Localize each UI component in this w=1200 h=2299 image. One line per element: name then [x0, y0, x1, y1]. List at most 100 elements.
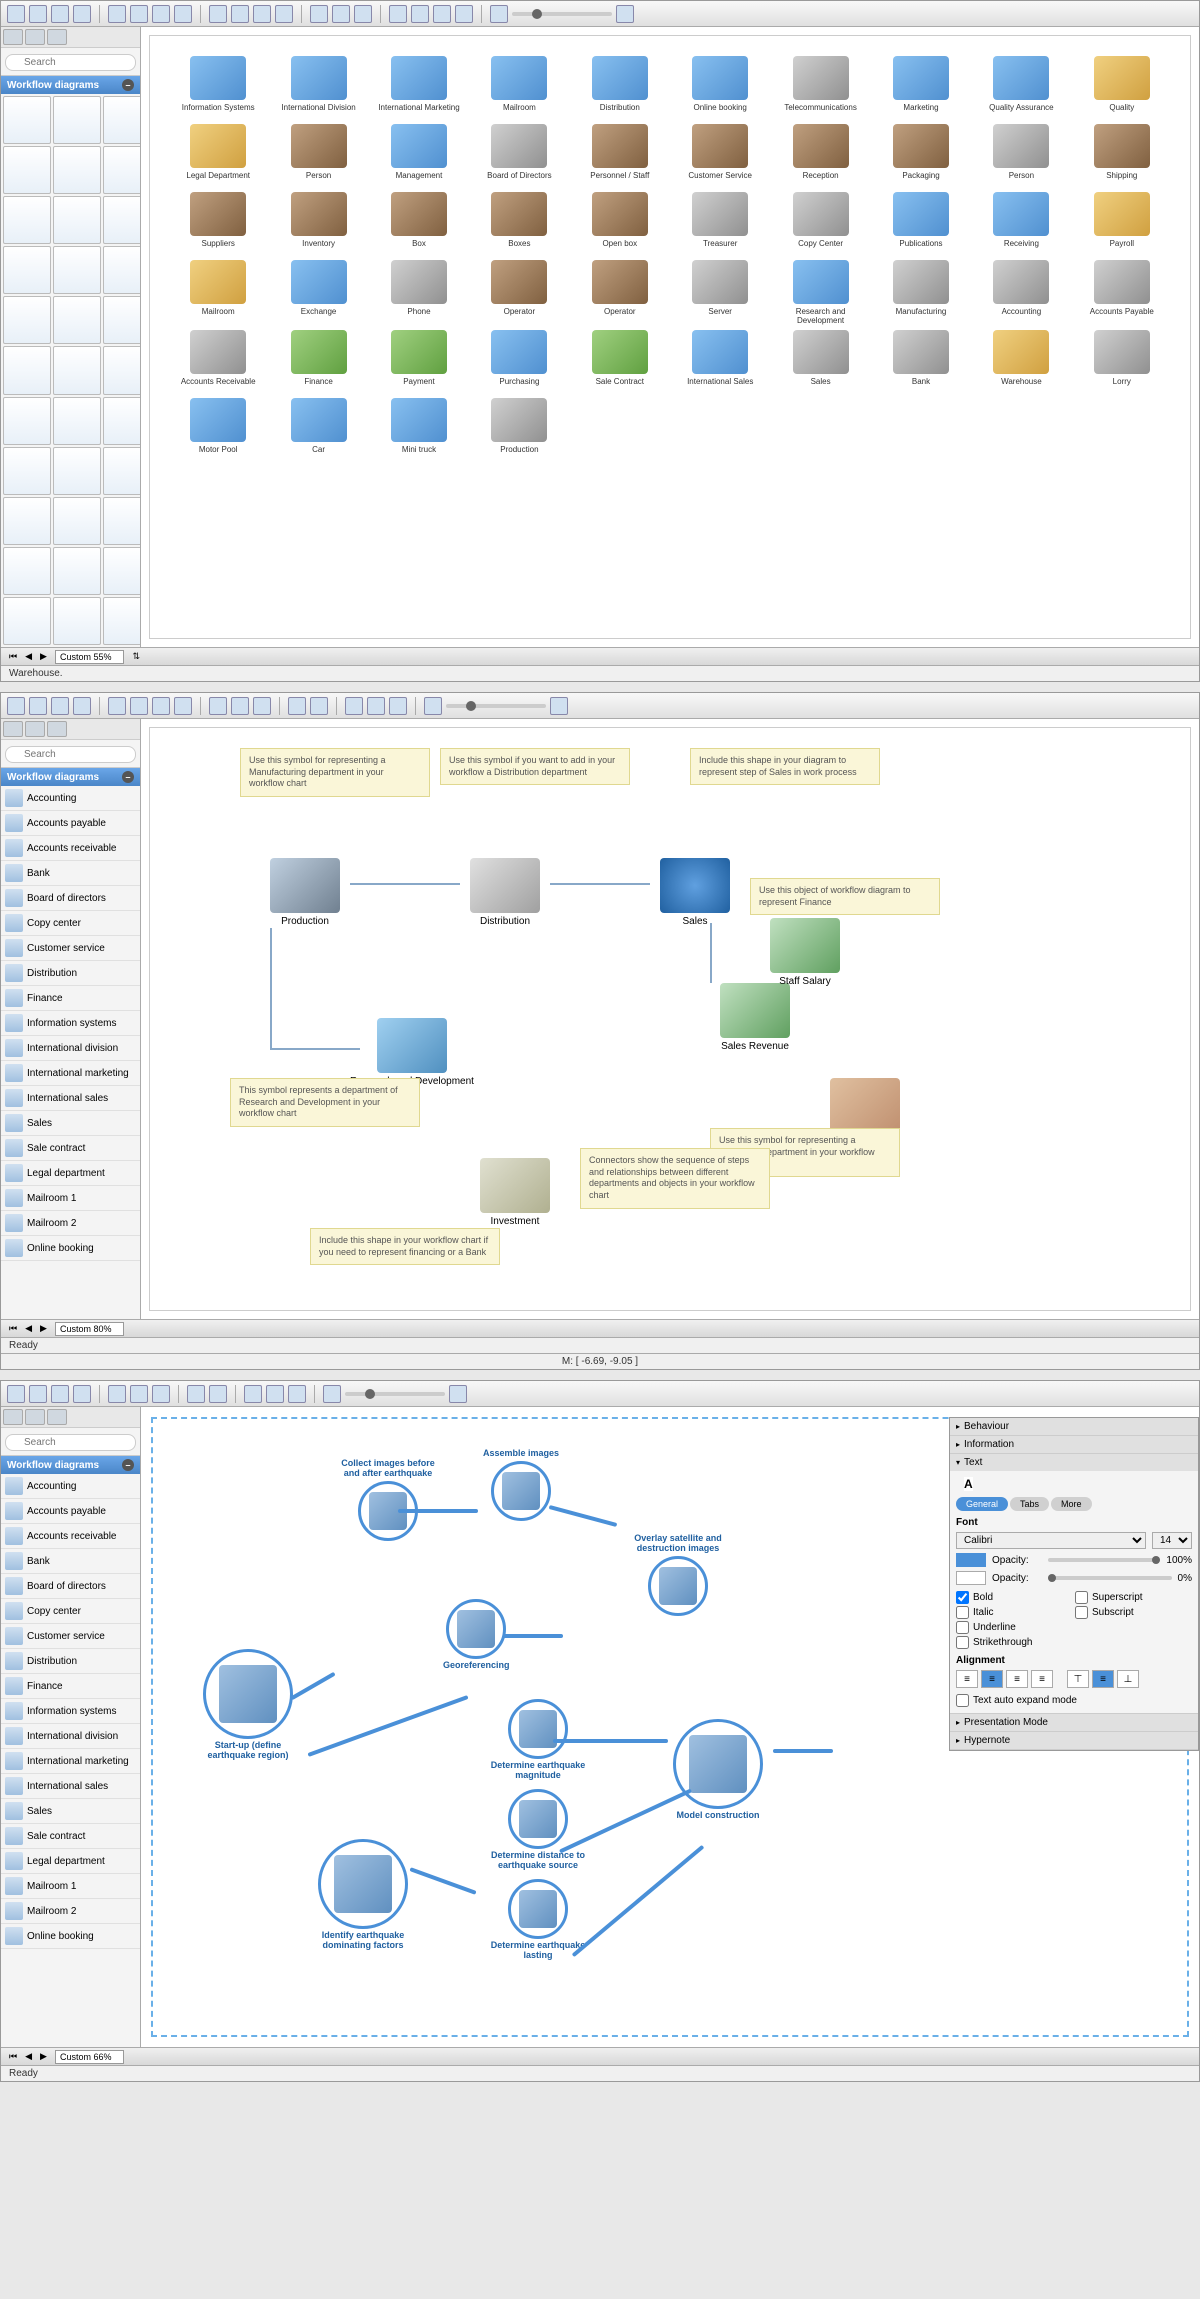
view-list-icon[interactable] — [3, 1409, 23, 1425]
eq-node-dist[interactable]: Determine distance to earthquake source — [483, 1789, 593, 1871]
workflow-node-rd[interactable]: Research and Development — [350, 1018, 474, 1087]
section-behaviour[interactable]: Behaviour — [950, 1418, 1198, 1435]
sidebar-item[interactable]: Information systems — [1, 1699, 140, 1724]
tool-zoom[interactable] — [389, 5, 407, 23]
sidebar-item[interactable]: Bank — [1, 861, 140, 886]
shape-thumb[interactable] — [103, 96, 140, 144]
superscript-checkbox[interactable] — [1075, 1591, 1088, 1604]
tool-connector[interactable] — [108, 1385, 126, 1403]
shape-thumb[interactable] — [3, 547, 51, 595]
library-icon[interactable]: Motor Pool — [170, 398, 266, 462]
shape-thumb[interactable] — [3, 447, 51, 495]
shape-thumb[interactable] — [53, 146, 101, 194]
strikethrough-checkbox[interactable] — [956, 1636, 969, 1649]
zoom-out-icon[interactable] — [490, 5, 508, 23]
tool-pan[interactable] — [367, 697, 385, 715]
library-icon[interactable]: Packaging — [873, 124, 969, 188]
shape-thumb[interactable] — [3, 397, 51, 445]
sidebar-item[interactable]: Accounts payable — [1, 1499, 140, 1524]
shape-thumb[interactable] — [53, 597, 101, 645]
tool-pan[interactable] — [266, 1385, 284, 1403]
library-icon[interactable]: Manufacturing — [873, 260, 969, 324]
search-input[interactable] — [5, 746, 136, 763]
view-tree-icon[interactable] — [47, 1409, 67, 1425]
sidebar-item[interactable]: Sale contract — [1, 1824, 140, 1849]
library-icon[interactable]: Suppliers — [170, 192, 266, 256]
zoom-in-icon[interactable] — [616, 5, 634, 23]
valign-middle-button[interactable]: ≡ — [1092, 1670, 1114, 1688]
workflow-node-prod[interactable]: Production — [270, 858, 340, 927]
align-justify-button[interactable]: ≡ — [1031, 1670, 1053, 1688]
shape-thumb[interactable] — [103, 196, 140, 244]
tool-rect[interactable] — [29, 5, 47, 23]
zoom-in-icon[interactable] — [449, 1385, 467, 1403]
tool-pan[interactable] — [411, 5, 429, 23]
nav-prev-icon[interactable]: ◀ — [25, 2051, 32, 2062]
sidebar-item[interactable]: Sales — [1, 1799, 140, 1824]
library-icon[interactable]: Mailroom — [471, 56, 567, 120]
library-icon[interactable]: Publications — [873, 192, 969, 256]
library-icon[interactable]: Mailroom — [170, 260, 266, 324]
library-icon[interactable]: Accounts Receivable — [170, 330, 266, 394]
eq-node-overlay[interactable]: Overlay satellite and destruction images — [623, 1534, 733, 1616]
tool-hand[interactable] — [288, 1385, 306, 1403]
tool-arrow3[interactable] — [253, 5, 271, 23]
sidebar-item[interactable]: International marketing — [1, 1061, 140, 1086]
sidebar-item[interactable]: Mailroom 2 — [1, 1211, 140, 1236]
tool-zoom[interactable] — [244, 1385, 262, 1403]
shape-thumb[interactable] — [3, 146, 51, 194]
sidebar-item[interactable]: Online booking — [1, 1236, 140, 1261]
view-tree-icon[interactable] — [47, 721, 67, 737]
sidebar-item[interactable]: Accounts payable — [1, 811, 140, 836]
library-icon[interactable]: Open box — [572, 192, 668, 256]
opacity-slider-1[interactable] — [1048, 1558, 1160, 1562]
tool-arrow3[interactable] — [253, 697, 271, 715]
tool-pointer[interactable] — [7, 697, 25, 715]
tool-pointer[interactable] — [7, 5, 25, 23]
panel-header[interactable]: Workflow diagrams – — [1, 76, 140, 94]
library-icon[interactable]: Accounting — [973, 260, 1069, 324]
tool-arrow1[interactable] — [209, 5, 227, 23]
library-icon[interactable]: Payroll — [1074, 192, 1170, 256]
library-icon[interactable]: Production — [471, 398, 567, 462]
library-icon[interactable]: Personnel / Staff — [572, 124, 668, 188]
bold-checkbox[interactable] — [956, 1591, 969, 1604]
valign-top-button[interactable]: ⊤ — [1067, 1670, 1089, 1688]
library-icon[interactable]: Information Systems — [170, 56, 266, 120]
library-icon[interactable]: Sales — [772, 330, 868, 394]
nav-first-icon[interactable]: ⏮ — [9, 2051, 17, 2062]
sidebar-item[interactable]: Customer service — [1, 1624, 140, 1649]
zoom-out-icon[interactable] — [323, 1385, 341, 1403]
search-input[interactable] — [5, 1434, 136, 1451]
tool-rect[interactable] — [29, 697, 47, 715]
shape-thumb[interactable] — [3, 246, 51, 294]
subscript-checkbox[interactable] — [1075, 1606, 1088, 1619]
workflow-node-salary[interactable]: Staff Salary — [770, 918, 840, 987]
nav-next-icon[interactable]: ▶ — [40, 2051, 47, 2062]
tool-oval[interactable] — [51, 697, 69, 715]
tool-arc[interactable] — [152, 697, 170, 715]
tool-group[interactable] — [288, 697, 306, 715]
shape-thumb[interactable] — [3, 96, 51, 144]
eq-node-collect[interactable]: Collect images before and after earthqua… — [333, 1459, 443, 1541]
sidebar-item[interactable]: Mailroom 2 — [1, 1899, 140, 1924]
panel-header[interactable]: Workflow diagrams– — [1, 768, 140, 786]
tool-text[interactable] — [73, 697, 91, 715]
library-icon[interactable]: Inventory — [270, 192, 366, 256]
library-icon[interactable]: Marketing — [873, 56, 969, 120]
tool-arc[interactable] — [152, 1385, 170, 1403]
tool-text[interactable] — [73, 5, 91, 23]
library-icon[interactable]: Online booking — [672, 56, 768, 120]
sidebar-item[interactable]: Distribution — [1, 1649, 140, 1674]
eq-node-model[interactable]: Model construction — [673, 1719, 763, 1821]
auto-expand-checkbox[interactable] — [956, 1694, 969, 1707]
tool-ungroup[interactable] — [332, 5, 350, 23]
shape-thumb[interactable] — [103, 246, 140, 294]
sidebar-item[interactable]: International sales — [1, 1774, 140, 1799]
tool-line[interactable] — [130, 1385, 148, 1403]
tab-general[interactable]: General — [956, 1497, 1008, 1511]
search-input[interactable] — [5, 54, 136, 71]
section-information[interactable]: Information — [950, 1436, 1198, 1453]
opacity-slider-2[interactable] — [1048, 1576, 1172, 1580]
library-icon[interactable]: International Division — [270, 56, 366, 120]
